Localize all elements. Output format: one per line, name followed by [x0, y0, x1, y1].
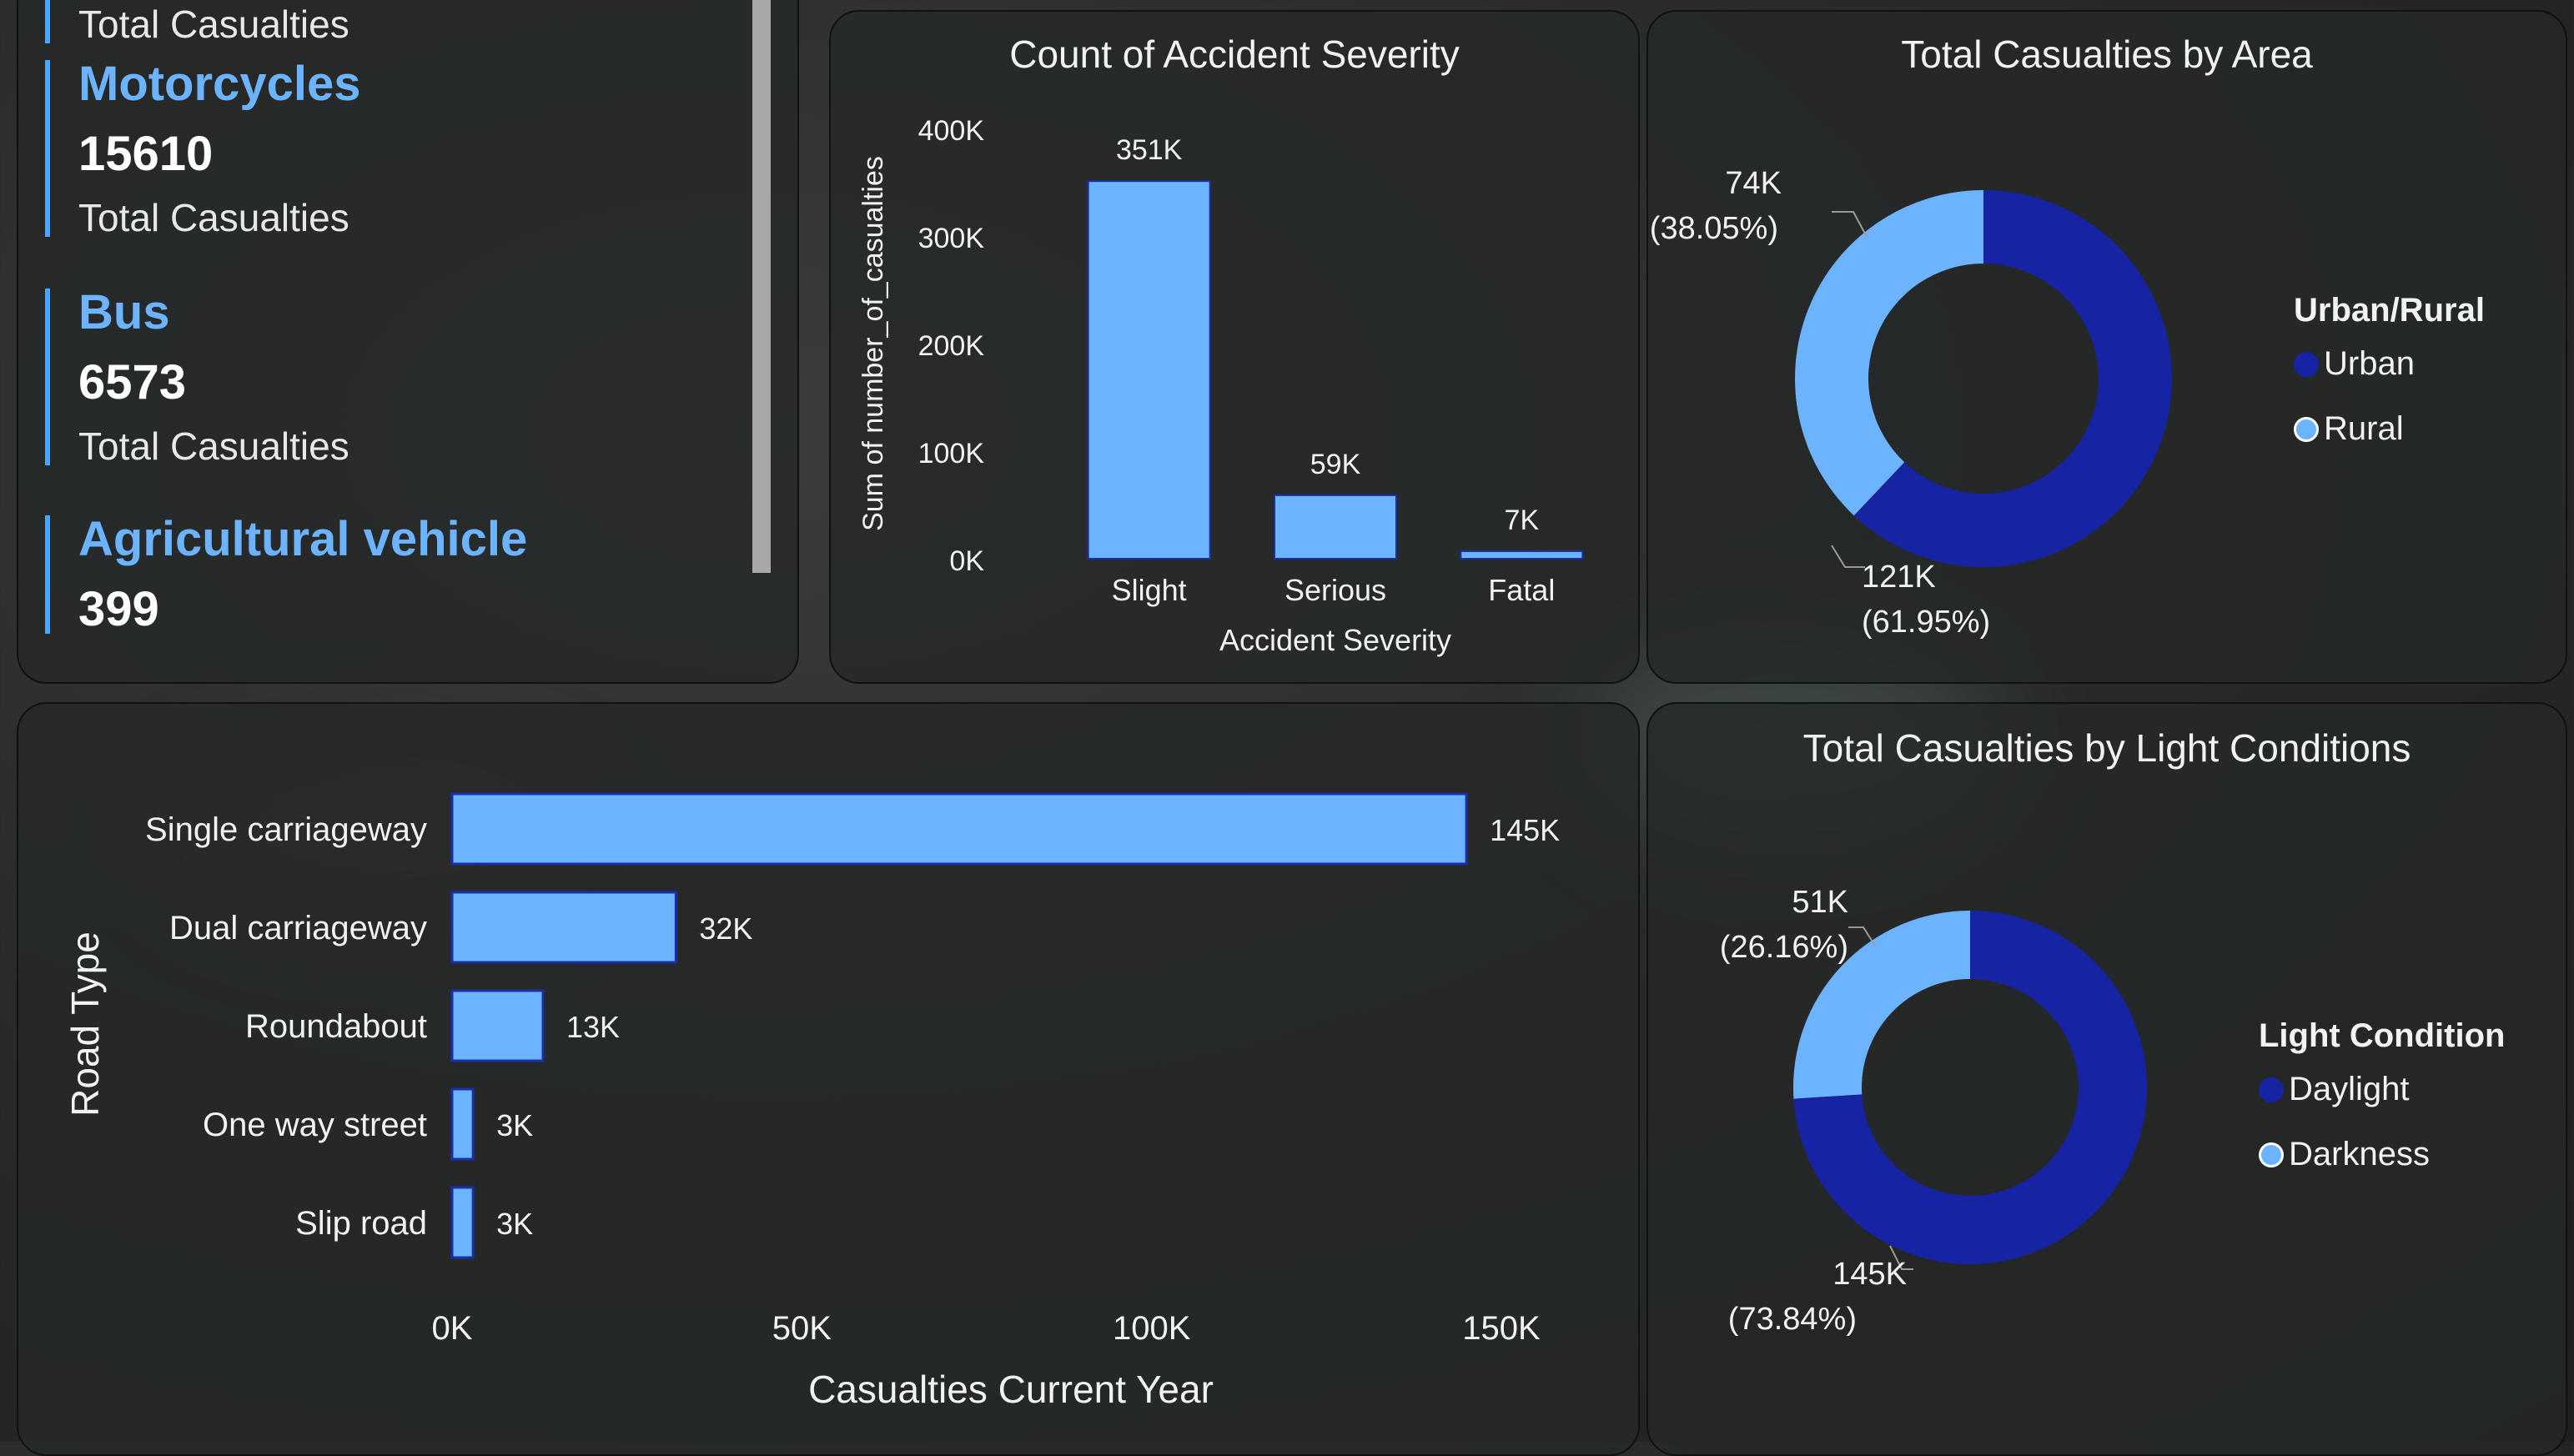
y-axis-label: Sum of number_of_casualties	[857, 156, 889, 531]
kpi-panel: Total Casualties Motorcycles 15610 Total…	[17, 0, 799, 684]
road-type-chart: Single carriageway 145K Dual carriageway 32…	[63, 792, 1560, 1411]
bar	[1460, 550, 1584, 560]
legend-title: Light Condition	[2259, 1017, 2506, 1054]
y-tick-label: 400K	[918, 115, 985, 147]
bar	[450, 989, 545, 1062]
y-tick-label: Roundabout	[245, 1008, 427, 1045]
leader-line	[1831, 545, 1865, 568]
kpi-item-partial: Total Casualties	[45, 0, 349, 43]
y-axis-label: Road Type	[63, 931, 107, 1117]
light-donut-chart: 145K (73.84%) 51K (26.16%)	[1720, 885, 2147, 1337]
y-tick-label: 300K	[918, 223, 985, 254]
bar	[450, 1087, 475, 1161]
slice-percent-label: (73.84%)	[1728, 1302, 1857, 1337]
data-label: 32K	[699, 911, 752, 946]
x-tick-label: 100K	[1113, 1310, 1191, 1347]
data-label: 351K	[1116, 134, 1183, 166]
legend-label: Urban	[2324, 345, 2415, 382]
leader-line	[1889, 1245, 1913, 1270]
chart-title: Count of Accident Severity	[1009, 33, 1460, 76]
slice-percent-label: (26.16%)	[1720, 930, 1848, 965]
legend-label: Darkness	[2289, 1136, 2430, 1172]
legend-item-darkness[interactable]: Darkness	[2259, 1136, 2430, 1173]
x-axis-label: Accident Severity	[1219, 623, 1451, 657]
kpi-name: Bus	[78, 285, 170, 339]
kpi-item-agricultural-vehicle: Agricultural vehicle 399	[45, 515, 527, 634]
kpi-name: Motorcycles	[78, 57, 361, 111]
x-tick-label: 0K	[432, 1310, 473, 1347]
road-type-chart-panel: Single carriageway 145K Dual carriageway 32…	[17, 702, 1640, 1456]
data-label: 7K	[1505, 505, 1540, 536]
donut-slice	[1853, 190, 2172, 568]
kpi-sub-label: Total Casualties	[78, 196, 349, 239]
leader-line	[1832, 211, 1868, 238]
severity-chart: 0K 100K 200K 300K 400K Sum of number_of_casua…	[857, 115, 1584, 657]
x-tick-label: 50K	[772, 1310, 832, 1347]
y-tick-label: One way street	[203, 1107, 427, 1143]
legend-item-urban[interactable]: Urban	[2294, 345, 2415, 383]
kpi-name: Agricultural vehicle	[78, 512, 528, 566]
y-tick-label: Single carriageway	[145, 811, 427, 848]
y-tick-label: 200K	[918, 330, 985, 362]
kpi-value: 15610	[78, 127, 214, 181]
x-tick-label: Fatal	[1488, 573, 1555, 607]
donut-slice	[1793, 911, 2147, 1264]
legend-item-rural[interactable]: Rural	[2294, 410, 2404, 448]
severity-chart-panel: Count of Accident Severity 0K 100K 200K 300…	[829, 10, 1640, 684]
slice-percent-label: (38.05%)	[1650, 211, 1778, 246]
data-label: 3K	[496, 1108, 533, 1142]
area-chart-panel: Total Casualties by Area 121K (61.95%) 74K…	[1646, 10, 2567, 684]
data-label: 59K	[1310, 449, 1361, 480]
bar	[450, 891, 677, 964]
legend-dot-icon	[2294, 351, 2319, 377]
kpi-sub-label: Total Casualties	[78, 424, 349, 468]
slice-value-label: 51K	[1792, 885, 1848, 920]
y-tick-label: 0K	[949, 545, 984, 577]
donut-slice	[1793, 911, 1970, 1099]
x-axis-label: Casualties Current Year	[808, 1368, 1214, 1411]
x-tick-label: 150K	[1462, 1310, 1541, 1347]
legend-label: Daylight	[2289, 1071, 2410, 1107]
slice-value-label: 74K	[1725, 166, 1782, 201]
kpi-value: 399	[78, 582, 159, 636]
slice-value-label: 145K	[1832, 1257, 1907, 1292]
bar	[450, 792, 1468, 866]
legend-label: Rural	[2324, 410, 2404, 447]
kpi-sub-label: Total Casualties	[78, 3, 349, 46]
y-tick-label: Slip road	[295, 1205, 427, 1242]
data-label: 13K	[566, 1010, 620, 1044]
x-tick-label: Slight	[1112, 573, 1187, 607]
scrollbar[interactable]	[752, 0, 771, 573]
chart-title: Total Casualties by Area	[1901, 33, 2313, 76]
kpi-value: 6573	[78, 355, 187, 409]
kpi-item-motorcycles: Motorcycles 15610 Total Casualties	[45, 60, 360, 237]
data-label: 3K	[496, 1207, 533, 1241]
x-tick-label: Serious	[1284, 573, 1386, 607]
legend-dot-icon	[2294, 416, 2319, 442]
bar	[1087, 180, 1211, 560]
data-label: 145K	[1490, 813, 1560, 847]
donut-slice	[1795, 190, 1983, 516]
y-tick-label: Dual carriageway	[169, 910, 427, 946]
light-chart-panel: Total Casualties by Light Conditions 145…	[1646, 702, 2567, 1456]
slice-percent-label: (61.95%)	[1862, 605, 1990, 640]
kpi-item-bus: Bus 6573 Total Casualties	[45, 289, 349, 465]
legend-dot-icon	[2259, 1077, 2284, 1102]
slice-value-label: 121K	[1862, 560, 1936, 595]
legend-item-daylight[interactable]: Daylight	[2259, 1071, 2410, 1108]
legend-dot-icon	[2259, 1142, 2284, 1167]
y-tick-label: 100K	[918, 438, 985, 469]
legend-title: Urban/Rural	[2294, 292, 2485, 329]
chart-title: Total Casualties by Light Conditions	[1802, 726, 2411, 770]
bar	[450, 1186, 475, 1259]
bar	[1274, 494, 1397, 560]
leader-line	[1848, 926, 1876, 946]
area-donut-chart: 121K (61.95%) 74K (38.05%)	[1650, 166, 2172, 640]
